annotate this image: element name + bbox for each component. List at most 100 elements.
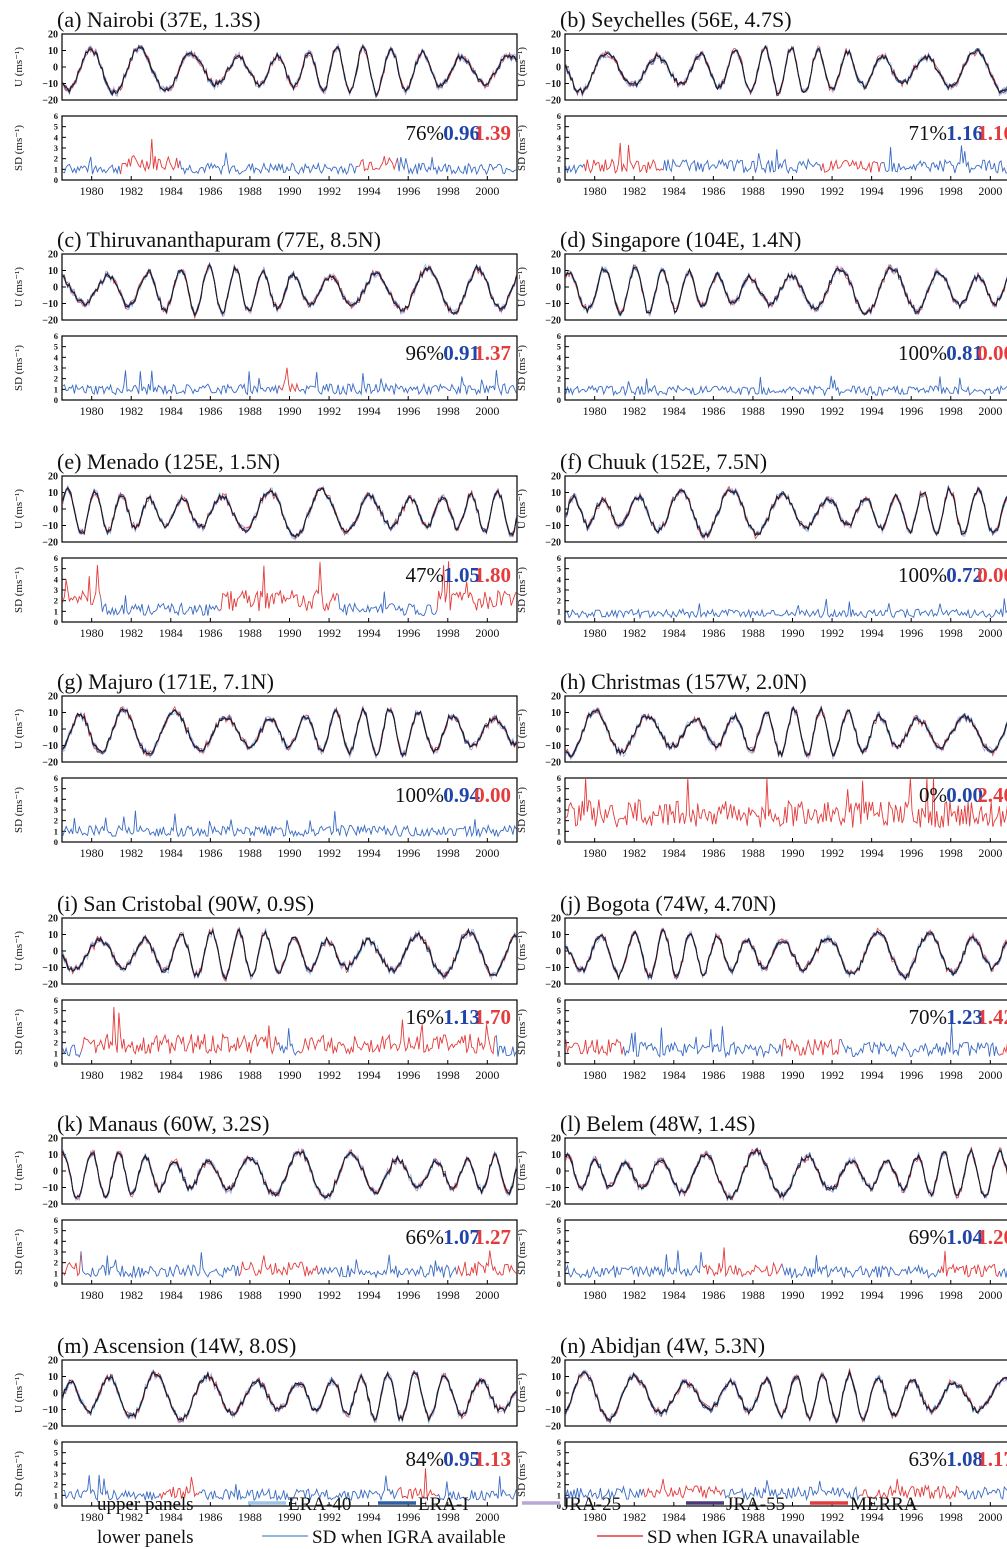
sd-igra-unavailable-line: [820, 158, 882, 173]
jra25-line: [565, 44, 1007, 97]
lower-ytick-label: 2: [557, 1038, 561, 1048]
lower-ytick-label: 3: [557, 805, 561, 815]
year-tick-label: 1994: [860, 1510, 884, 1524]
upper-ytick-label: 0: [556, 725, 561, 736]
lower-ytick-label: 5: [54, 564, 58, 574]
sd-igra-unavailable-line: [62, 564, 102, 606]
year-tick-label: 1984: [159, 404, 183, 418]
lower-ylabel: SD (ms⁻¹): [13, 345, 25, 391]
year-tick-label: 1998: [939, 1068, 963, 1082]
upper-ytick-label: 20: [551, 1134, 561, 1145]
lower-ytick-label: 4: [54, 1016, 59, 1026]
upper-ytick-label: −20: [42, 96, 58, 107]
upper-ylabel: U (ms⁻¹): [13, 1151, 25, 1191]
year-tick-label: 1992: [820, 846, 844, 860]
lower-ytick-label: 3: [557, 143, 561, 153]
lower-ylabel: SD (ms⁻¹): [516, 1451, 528, 1497]
sd-igra-unavailable-line: [238, 1255, 319, 1277]
availability-percent: 69%: [909, 1225, 948, 1249]
year-tick-label: 1990: [781, 1068, 805, 1082]
sd-igra-unavailable-line: [583, 142, 664, 174]
upper-panel-frame: [564, 253, 1007, 321]
year-tick-label: 1982: [119, 1510, 143, 1524]
upper-ytick-label: 20: [551, 250, 561, 261]
panel-title: (f) Chuuk (152E, 7.5N): [560, 449, 767, 474]
year-tick-label: 1986: [198, 1510, 222, 1524]
lower-ytick-label: 6: [54, 1437, 58, 1447]
year-tick-label: 2000: [475, 1510, 499, 1524]
observation-line: [565, 487, 1007, 537]
lower-ytick-label: 0: [54, 1059, 58, 1069]
lower-ytick-label: 2: [557, 374, 561, 384]
upper-ylabel: U (ms⁻¹): [516, 47, 528, 87]
upper-ytick-label: 20: [551, 692, 561, 703]
year-tick-label: 1986: [701, 626, 725, 640]
panel-title: (g) Majuro (171E, 7.1N): [57, 669, 274, 694]
lower-ytick-label: 0: [557, 1501, 561, 1511]
year-tick-label: 1986: [701, 1068, 725, 1082]
sd-available-value: 1.04: [946, 1225, 983, 1249]
upper-ytick-label: −20: [42, 1200, 58, 1211]
merra-line: [565, 485, 1007, 540]
upper-ytick-label: −20: [545, 96, 561, 107]
lower-ytick-label: 6: [54, 331, 58, 341]
lower-ytick-label: 4: [54, 794, 59, 804]
year-tick-label: 1988: [741, 846, 765, 860]
observation-line: [565, 1369, 1007, 1423]
upper-ytick-label: −20: [545, 758, 561, 769]
lower-ylabel: SD (ms⁻¹): [516, 345, 528, 391]
year-tick-label: 1982: [119, 1068, 143, 1082]
lower-ytick-label: 4: [54, 574, 59, 584]
panel-title: (d) Singapore (104E, 1.4N): [560, 227, 801, 252]
year-tick-label: 1996: [899, 1288, 923, 1302]
availability-percent: 71%: [909, 121, 948, 145]
upper-ytick-label: −20: [42, 1422, 58, 1433]
year-tick-label: 2000: [475, 1288, 499, 1302]
year-tick-label: 1994: [357, 404, 381, 418]
sd-igra-unavailable-line: [357, 156, 398, 172]
lower-ytick-label: 0: [557, 617, 561, 627]
upper-panel-frame: [61, 33, 518, 101]
year-tick-label: 1982: [119, 1288, 143, 1302]
lower-ytick-label: 3: [54, 363, 58, 373]
year-tick-label: 2000: [475, 184, 499, 198]
year-tick-label: 1984: [159, 184, 183, 198]
lower-ytick-label: 3: [557, 363, 561, 373]
availability-percent: 100%: [898, 341, 947, 365]
upper-ylabel: U (ms⁻¹): [516, 1151, 528, 1191]
upper-panel-frame: [61, 695, 518, 763]
year-tick-label: 1986: [701, 184, 725, 198]
lower-ytick-label: 0: [54, 175, 58, 185]
year-tick-label: 1984: [159, 1510, 183, 1524]
lower-ytick-label: 2: [557, 596, 561, 606]
year-tick-label: 1982: [119, 404, 143, 418]
upper-panel-frame: [564, 475, 1007, 543]
lower-ylabel: SD (ms⁻¹): [13, 1009, 25, 1055]
lower-ytick-label: 2: [54, 1038, 58, 1048]
year-tick-label: 2000: [978, 184, 1002, 198]
upper-ytick-label: 0: [53, 725, 58, 736]
sd-unavailable-value: 1.37: [474, 341, 511, 365]
sd-igra-available-line: [623, 1026, 783, 1059]
upper-ytick-label: 20: [551, 472, 561, 483]
lower-ytick-label: 6: [557, 111, 561, 121]
upper-ylabel: U (ms⁻¹): [13, 931, 25, 971]
year-tick-label: 1980: [583, 626, 607, 640]
year-tick-label: 1990: [781, 1510, 805, 1524]
year-tick-label: 1986: [701, 1288, 725, 1302]
year-tick-label: 1986: [701, 846, 725, 860]
year-tick-label: 1988: [741, 184, 765, 198]
sd-igra-unavailable-line: [565, 1038, 624, 1057]
lower-ylabel: SD (ms⁻¹): [13, 125, 25, 171]
lower-ytick-label: 6: [54, 995, 58, 1005]
year-tick-label: 1992: [820, 184, 844, 198]
jra55-line: [62, 1150, 517, 1200]
lower-ytick-label: 2: [557, 816, 561, 826]
lower-ytick-label: 1: [54, 1268, 58, 1278]
year-tick-label: 1992: [820, 1288, 844, 1302]
year-tick-label: 1990: [781, 626, 805, 640]
year-tick-label: 1984: [662, 846, 686, 860]
upper-ytick-label: 10: [48, 1372, 58, 1383]
